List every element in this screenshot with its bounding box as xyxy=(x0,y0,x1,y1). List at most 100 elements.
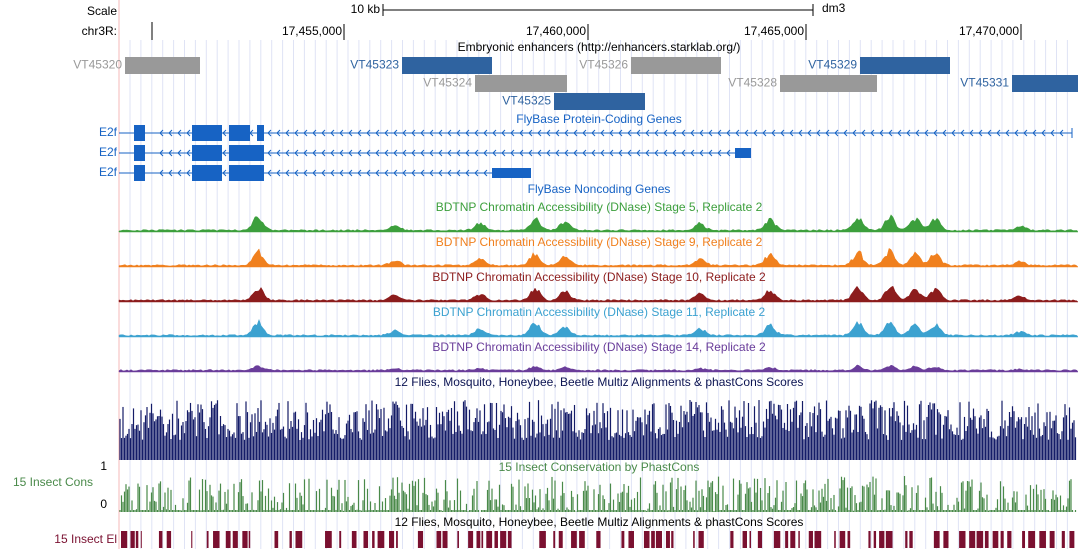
strand-arrow xyxy=(843,129,848,137)
strand-arrow xyxy=(168,129,173,137)
strand-arrow xyxy=(573,149,578,157)
strand-arrow xyxy=(375,129,380,137)
strand-arrow xyxy=(294,149,299,157)
strand-arrow xyxy=(474,129,479,137)
strand-arrow xyxy=(393,169,398,177)
strand-arrow xyxy=(411,129,416,137)
element xyxy=(396,531,398,548)
element xyxy=(885,531,893,548)
strand-arrow xyxy=(582,149,587,157)
enhancer xyxy=(402,57,492,74)
strand-arrow xyxy=(267,149,272,157)
element xyxy=(553,531,556,548)
element xyxy=(798,531,800,548)
element xyxy=(1022,531,1026,548)
element xyxy=(655,531,662,548)
element xyxy=(494,531,498,548)
strand-arrow xyxy=(429,129,434,137)
strand-arrow xyxy=(708,129,713,137)
strand-arrow xyxy=(186,129,191,137)
enhancer-label: VT45329 xyxy=(808,58,857,72)
strand-arrow xyxy=(699,149,704,157)
exon xyxy=(229,165,264,181)
element xyxy=(539,531,546,548)
strand-arrow xyxy=(285,169,290,177)
track-title: BDTNP Chromatin Accessibility (DNase) St… xyxy=(432,340,766,354)
strand-arrow xyxy=(186,169,191,177)
track-label: 15 Insect Cons xyxy=(13,475,93,489)
element xyxy=(130,531,135,548)
exon xyxy=(257,125,264,141)
element xyxy=(749,531,752,548)
strand-arrow xyxy=(942,129,947,137)
strand-arrow xyxy=(366,169,371,177)
strand-arrow xyxy=(996,129,1001,137)
element xyxy=(274,531,279,548)
strand-arrow xyxy=(519,129,524,137)
label: 17,470,000 xyxy=(959,24,1019,38)
enhancer-label: VT45325 xyxy=(502,94,551,108)
element xyxy=(905,531,908,548)
element xyxy=(643,531,650,548)
strand-arrow xyxy=(303,149,308,157)
strand-arrow xyxy=(555,149,560,157)
element xyxy=(436,531,442,548)
strand-arrow xyxy=(798,129,803,137)
strand-arrow xyxy=(564,129,569,137)
strand-arrow xyxy=(411,149,416,157)
strand-arrow xyxy=(510,149,515,157)
element xyxy=(1039,531,1046,548)
element xyxy=(757,531,763,548)
strand-arrow xyxy=(456,129,461,137)
strand-arrow xyxy=(267,129,272,137)
strand-arrow xyxy=(1059,129,1064,137)
strand-arrow xyxy=(339,149,344,157)
strand-arrow xyxy=(321,129,326,137)
strand-arrow xyxy=(816,129,821,137)
element xyxy=(135,531,139,548)
strand-arrow xyxy=(1032,129,1037,137)
element xyxy=(984,531,989,548)
strand-arrow xyxy=(573,129,578,137)
element xyxy=(213,531,220,548)
track-title: 12 Flies, Mosquito, Honeybee, Beetle Mul… xyxy=(395,515,804,529)
strand-arrow xyxy=(420,129,425,137)
element xyxy=(834,531,836,548)
strand-arrow xyxy=(1050,129,1055,137)
track-label: 15 Insect El xyxy=(54,532,117,546)
gene-label: E2f xyxy=(99,125,118,139)
strand-arrow xyxy=(960,129,965,137)
strand-arrow xyxy=(285,149,290,157)
enhancer-label: VT45328 xyxy=(728,76,777,90)
element xyxy=(363,531,369,548)
axis-label: 1 xyxy=(100,459,107,473)
element xyxy=(377,531,385,548)
signal xyxy=(118,285,1078,303)
element xyxy=(442,531,448,548)
strand-arrow xyxy=(969,129,974,137)
signal xyxy=(118,248,1078,268)
strand-arrow xyxy=(321,149,326,157)
strand-arrow xyxy=(726,129,731,137)
strand-arrow xyxy=(618,149,623,157)
strand-arrow xyxy=(357,129,362,137)
label: dm3 xyxy=(822,1,846,15)
strand-arrow xyxy=(447,169,452,177)
strand-arrow xyxy=(789,129,794,137)
strand-arrow xyxy=(474,149,479,157)
enhancer-label: VT45323 xyxy=(350,58,399,72)
label: Embryonic enhancers (http://enhancers.st… xyxy=(458,40,741,54)
strand-arrow xyxy=(465,169,470,177)
strand-arrow xyxy=(303,169,308,177)
element xyxy=(665,531,670,548)
strand-arrow xyxy=(465,129,470,137)
strand-arrow xyxy=(294,169,299,177)
strand-arrow xyxy=(312,149,317,157)
element xyxy=(389,531,395,548)
strand-arrow xyxy=(924,129,929,137)
strand-arrow xyxy=(330,169,335,177)
element xyxy=(225,531,231,548)
strand-arrow xyxy=(384,129,389,137)
element xyxy=(621,531,625,548)
strand-arrow xyxy=(294,129,299,137)
